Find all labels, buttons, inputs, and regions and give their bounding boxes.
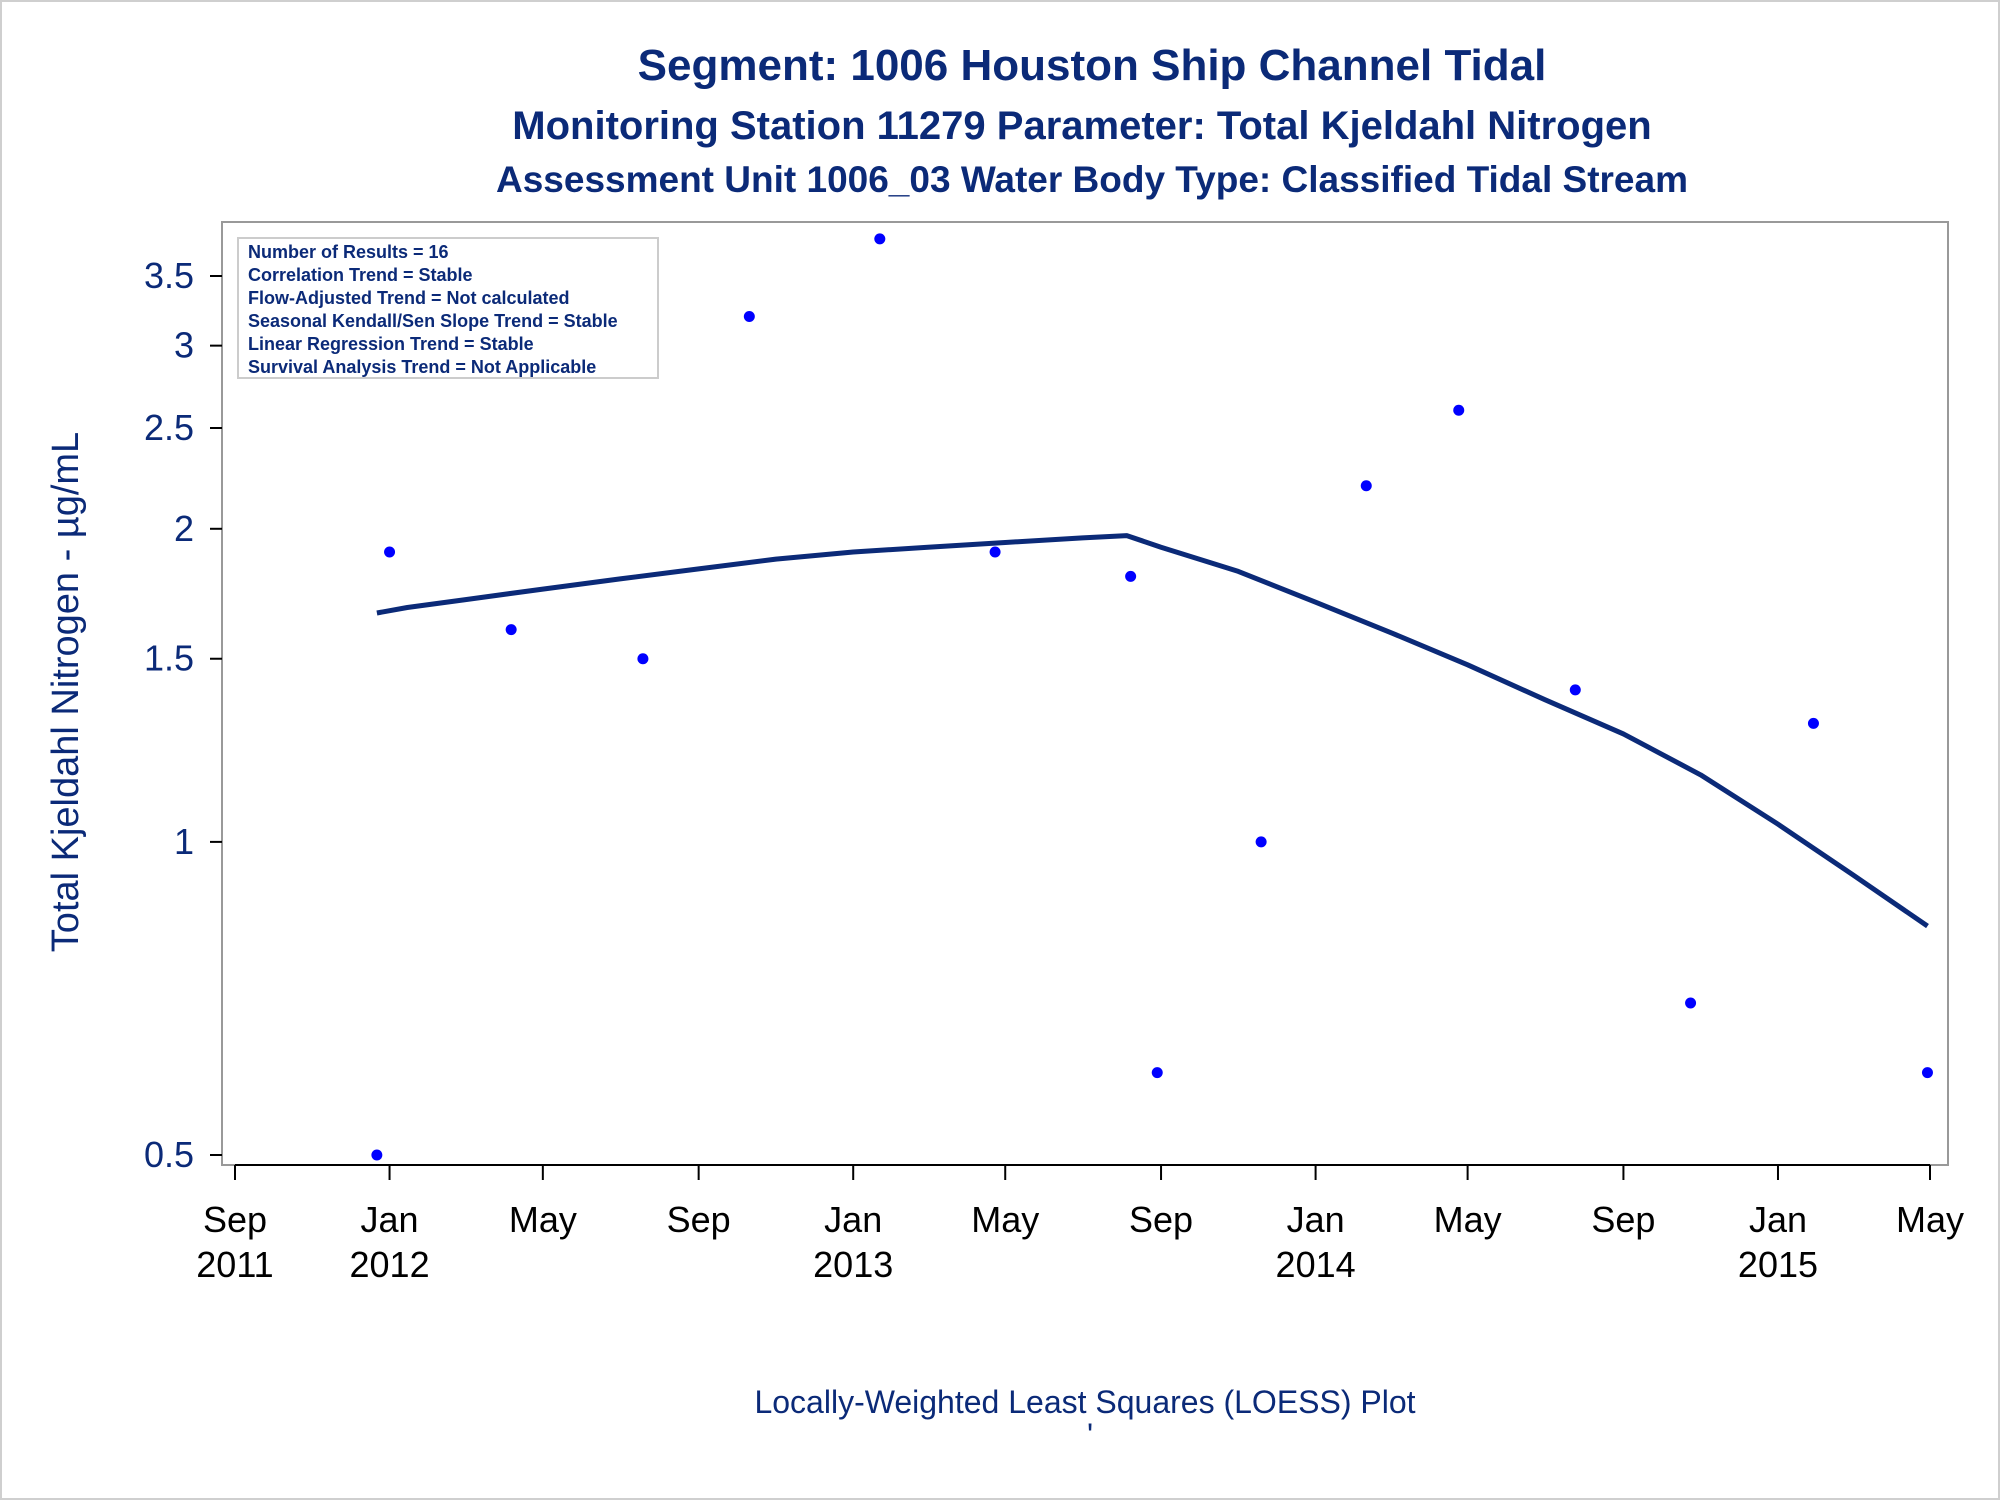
loess-curve (376, 533, 1929, 929)
y-tick-label: 0.5 (144, 1134, 194, 1175)
x-tick-label-month: Jan (1287, 1199, 1345, 1240)
y-tick-label: 1 (174, 821, 194, 862)
stats-line-seasonal-kendall: Seasonal Kendall/Sen Slope Trend = Stabl… (248, 311, 618, 331)
data-point (505, 624, 517, 636)
stats-box: Number of Results = 16 Correlation Trend… (237, 237, 659, 379)
y-axis-title: Total Kjeldahl Nitrogen - µg/mL (45, 432, 87, 952)
x-tick-label-year: 2012 (350, 1244, 430, 1285)
y-tick-label: 1.5 (144, 638, 194, 679)
stats-line-results: Number of Results = 16 (248, 242, 449, 262)
data-point (637, 653, 649, 665)
x-tick-label-year: 2015 (1738, 1244, 1818, 1285)
data-point (1569, 684, 1581, 696)
x-tick-label-month: Jan (1749, 1199, 1807, 1240)
chart-title: Segment: 1006 Houston Ship Channel Tidal (638, 41, 1547, 90)
data-point (371, 1149, 383, 1161)
data-points (371, 233, 1933, 1161)
stats-line-flow-adjusted: Flow-Adjusted Trend = Not calculated (248, 288, 570, 308)
footnote: Locally-Weighted Least Squares (LOESS) P… (754, 1384, 1415, 1420)
x-tick-label-month: Sep (1591, 1199, 1655, 1240)
x-tick-label-month: Jan (361, 1199, 419, 1240)
stats-line-linear-regression: Linear Regression Trend = Stable (248, 334, 534, 354)
stats-line-survival: Survival Analysis Trend = Not Applicable (248, 357, 596, 377)
x-tick-label-month: Sep (667, 1199, 731, 1240)
data-point (1255, 836, 1267, 848)
chart-subtitle-2: Assessment Unit 1006_03 Water Body Type:… (496, 159, 1688, 200)
x-tick-label-month: May (1896, 1199, 1964, 1240)
y-tick-label: 2.5 (144, 407, 194, 448)
chart-subtitle: Monitoring Station 11279 Parameter: Tota… (512, 104, 1651, 148)
y-tick-label: 3.5 (144, 255, 194, 296)
data-point (1151, 1067, 1163, 1079)
y-tick-label: 3 (174, 325, 194, 366)
x-tick-label-year: 2014 (1276, 1244, 1356, 1285)
x-tick-label-month: Jan (824, 1199, 882, 1240)
x-tick-label-year: 2013 (813, 1244, 893, 1285)
x-tick-label-month: May (971, 1199, 1039, 1240)
data-point (1453, 404, 1465, 416)
data-point (1685, 997, 1697, 1009)
stats-box-border (237, 237, 659, 379)
x-tick-label-month: Sep (203, 1199, 267, 1240)
data-point (384, 546, 396, 558)
data-point (1807, 717, 1819, 729)
stats-line-correlation: Correlation Trend = Stable (248, 265, 473, 285)
data-point (874, 233, 886, 245)
x-tick-label-month: May (1434, 1199, 1502, 1240)
data-point (743, 310, 755, 322)
x-tick-label-month: Sep (1129, 1199, 1193, 1240)
footnote-mark: ' (1087, 1417, 1093, 1453)
data-point (1125, 570, 1137, 582)
y-tick-label: 2 (174, 508, 194, 549)
data-point (989, 546, 1001, 558)
x-tick-label-month: May (509, 1199, 577, 1240)
x-tick-label-year: 2011 (196, 1244, 273, 1285)
data-point (1360, 480, 1372, 492)
y-axis: 0.5 1 1.5 2 2.5 3 3.5 (144, 222, 223, 1175)
data-point (1921, 1067, 1933, 1079)
